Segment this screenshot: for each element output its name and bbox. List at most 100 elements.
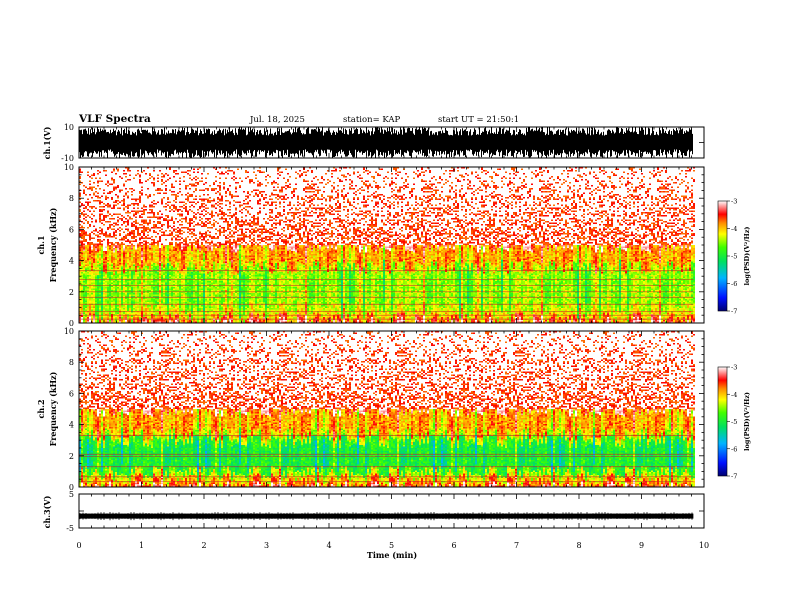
ch1-spectrogram-cell — [87, 301, 89, 303]
ch1-spectrogram-cell — [87, 295, 89, 297]
ch1-spectrogram-cell — [81, 173, 83, 175]
ch1-spectrogram-cell — [85, 301, 87, 303]
ch1-spectrogram-cell — [87, 272, 89, 274]
ch1-spectrogram-cell — [87, 235, 89, 237]
ch1-spectrogram-cell — [87, 269, 89, 271]
ch1-spectrogram-cell — [83, 172, 85, 174]
ch1-spectrogram-cell — [89, 281, 91, 283]
ch1-spectrogram-cell — [85, 214, 87, 216]
ch1-spectrogram-cell — [83, 259, 85, 261]
ch1-spectrogram-cell — [85, 248, 87, 250]
ch1-spectrogram-cell — [89, 169, 91, 171]
ch1-spectrogram-cell — [83, 239, 85, 241]
ch1-spectrogram-cell — [81, 256, 83, 258]
ch1-spectrogram-cell — [85, 256, 87, 258]
ch1-spectrogram-cell — [87, 308, 89, 310]
ch1-spectrogram-cell — [83, 173, 85, 175]
ch1-spectrogram-cell — [81, 218, 83, 220]
ch1-spectrogram-cell — [83, 320, 85, 322]
ch1-spectrogram-cell — [87, 299, 89, 301]
ch1-spectrogram-cell — [89, 247, 91, 249]
ch1-spectrogram-cell — [83, 181, 85, 183]
ch1-spectrogram-cell — [81, 224, 83, 226]
ch1-spectrogram-cell — [89, 194, 91, 196]
ch1-spectrogram-cell — [81, 202, 83, 204]
ch1-waveform-ytick-label: -10 — [61, 154, 74, 163]
ch1-spectrogram-cell — [83, 265, 85, 267]
ch1-spectrogram-cell — [81, 196, 83, 198]
ch1-spectrogram-cell — [89, 178, 91, 180]
ch1-spectrogram-cell — [85, 202, 87, 204]
ch1-spectrogram-cell — [81, 298, 83, 300]
ch1-spectrogram-cell — [87, 202, 89, 204]
ch1-spectrogram-cell — [87, 317, 89, 319]
ch1-spectrogram-cell — [89, 232, 91, 234]
ch1-spectrogram-cell — [89, 320, 91, 322]
ch1-spectrogram-cell — [89, 248, 91, 250]
ch1-spectrogram-cell — [85, 191, 87, 193]
ch1-spectrogram-cell — [89, 224, 91, 226]
ch1-spectrogram-cell — [81, 211, 83, 213]
ch1-spectrogram-cell — [83, 251, 85, 253]
ch1-spectrogram-cell — [89, 244, 91, 246]
ch1-spectrogram-cell — [85, 221, 87, 223]
ch1-spectrogram-cell — [83, 203, 85, 205]
ch1-spectrogram-cell — [87, 199, 89, 201]
ch1-spectrogram-cell — [85, 196, 87, 198]
ch1-spectrogram-cell — [89, 212, 91, 214]
ch1-spectrogram-cell — [89, 256, 91, 258]
ch1-spectrogram-cell — [85, 200, 87, 202]
ch1-spectrogram-cell — [85, 299, 87, 301]
ch1-spectrogram-cell — [87, 232, 89, 234]
ch1-spectrogram-cell — [83, 179, 85, 181]
ch1-spectrogram-cell — [89, 283, 91, 285]
ch1-spectrogram-cell — [83, 308, 85, 310]
ch1-spectrogram-cell — [83, 269, 85, 271]
ch1-spectrogram-cell — [85, 197, 87, 199]
ch1-spectrogram-cell — [83, 224, 85, 226]
ch1-spectrogram-cell — [89, 238, 91, 240]
ch1-spectrogram-cell — [83, 290, 85, 292]
ch1-spectrogram-cell — [89, 313, 91, 315]
ch1-spectrogram-cell — [85, 227, 87, 229]
ch1-spectrogram-cell — [87, 223, 89, 225]
ch1-spectrogram-cell — [91, 184, 93, 186]
ch1-spectrogram-cell — [83, 200, 85, 202]
ch1-spectrogram-cell — [81, 247, 83, 249]
ch1-spectrogram-cell — [87, 257, 89, 259]
ch1-spectrogram-cell — [85, 226, 87, 228]
ch1-spectrogram-cell — [85, 173, 87, 175]
ch1-spectrogram-cell — [83, 182, 85, 184]
ch1-spectrogram-cell — [85, 181, 87, 183]
ch1-spectrogram-cell — [85, 224, 87, 226]
ch1-spectrogram-cell — [91, 172, 93, 174]
ch1-spectrogram-cell — [85, 295, 87, 297]
ch1-spectrogram-cell — [87, 194, 89, 196]
ch1-spectrogram-cell — [87, 266, 89, 268]
ch1-spectrogram-cell — [87, 206, 89, 208]
ch1-spectrogram-cell — [87, 277, 89, 279]
ch1-spectrogram-cell — [87, 218, 89, 220]
ch1-spectrogram-cell — [85, 233, 87, 235]
ch1-spectrogram-cell — [85, 242, 87, 244]
ch1-spectrogram-cell — [81, 257, 83, 259]
header-date: Jul. 18, 2025 — [249, 115, 305, 125]
ch1-spectrogram-cell — [83, 236, 85, 238]
ch1-spectrogram-cell — [83, 277, 85, 279]
ch1-spectrogram-cell — [85, 263, 87, 265]
ch1-spectrogram-cell — [85, 170, 87, 172]
ch1-spectrogram-cell — [89, 191, 91, 193]
ch1-spectrogram-cell — [81, 226, 83, 228]
ch1-spectrogram-cell — [83, 254, 85, 256]
ch1-spectrogram-cell — [81, 238, 83, 240]
ch1-spectrogram-cell — [89, 257, 91, 259]
ch1-spectrogram-cell — [81, 277, 83, 279]
ch1-spectrogram-cell — [89, 310, 91, 312]
ch1-spectrogram-cell — [81, 259, 83, 261]
ch1-spectrogram-cell — [85, 178, 87, 180]
ch1-spectrogram-cell — [85, 232, 87, 234]
ch1-spectrogram-cell — [87, 182, 89, 184]
ch1-spectrogram-cell — [83, 317, 85, 319]
ch1-spectrogram-cell — [81, 250, 83, 252]
ch1-spectrogram-cell — [87, 275, 89, 277]
